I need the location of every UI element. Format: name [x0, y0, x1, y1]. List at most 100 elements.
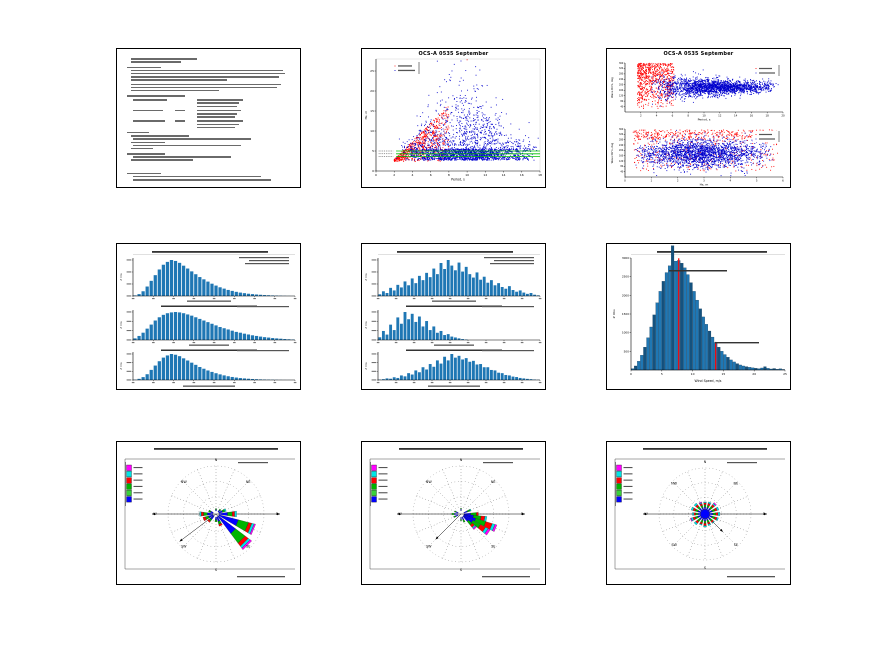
text-line	[117, 113, 300, 115]
text-line	[117, 159, 300, 161]
illegible-text-smudge	[371, 311, 377, 313]
illegible-text-smudge	[448, 298, 452, 300]
axis-text: # Obs	[120, 273, 123, 281]
illegible-text-smudge	[520, 342, 524, 344]
illegible-text-smudge	[245, 263, 289, 265]
illegible-text-smudge	[133, 485, 143, 487]
axis-text: # Obs	[120, 321, 123, 329]
axis-text: 500	[624, 349, 630, 353]
axis-text: 360	[619, 128, 624, 131]
illegible-text-smudge	[237, 306, 289, 308]
compass-label: NE	[734, 481, 739, 485]
illegible-text-smudge	[399, 448, 523, 450]
illegible-text-smudge	[293, 342, 297, 344]
illegible-text-smudge	[434, 344, 474, 346]
axis-text: 320	[619, 67, 624, 70]
histogram-bars	[378, 260, 540, 296]
axis-text: # Obs	[365, 321, 368, 329]
illegible-text-smudge	[502, 298, 506, 300]
axis-text: 10	[370, 129, 374, 133]
axis-text: 200	[619, 149, 624, 152]
illegible-text-smudge	[161, 305, 257, 307]
illegible-text-smudge	[233, 342, 236, 344]
panel-report-text	[116, 48, 301, 188]
illegible-text-smudge	[378, 473, 388, 475]
illegible-text-smudge	[371, 271, 377, 273]
compass-label: NE	[246, 480, 251, 484]
illegible-text-smudge	[126, 283, 132, 285]
text-line	[117, 147, 300, 150]
illegible-text-smudge	[669, 270, 727, 272]
panel-scatter-hs-period: OCS-A 0535 September 0 2 4 6 8 10 12 14 16 18 0 5 10…	[361, 48, 546, 188]
axis-text: 6	[430, 173, 432, 177]
axis-text: 160	[619, 89, 624, 92]
compass-label: E	[521, 512, 523, 516]
mean-marker-line	[678, 258, 680, 370]
panel-histograms-left: # Obs # Obs # Obs	[116, 243, 301, 390]
triple-histogram-plot: # Obs # Obs # Obs	[365, 251, 542, 387]
histogram-bars	[378, 312, 468, 340]
axis-text: 1500	[622, 312, 629, 316]
mean-marker-line	[715, 341, 717, 370]
illegible-text-smudge	[430, 298, 434, 300]
illegible-text-smudge	[293, 298, 297, 300]
wind-rose-plot: N NE E SE S SW W NW	[369, 448, 540, 578]
illegible-text-smudge	[233, 382, 236, 384]
text-line	[117, 95, 300, 97]
illegible-text-smudge	[133, 467, 143, 469]
illegible-text-smudge	[657, 251, 767, 253]
illegible-text-smudge	[293, 382, 297, 384]
axis-text: 280	[619, 73, 624, 76]
illegible-text-smudge	[406, 305, 502, 307]
illegible-text-smudge	[273, 342, 277, 344]
axis-text: 10	[465, 173, 469, 177]
text-line	[117, 83, 300, 86]
legend	[615, 462, 633, 506]
illegible-text-smudge	[126, 271, 132, 273]
illegible-text-smudge	[152, 382, 155, 384]
axis-text: 14	[502, 173, 506, 177]
illegible-text-smudge	[253, 382, 256, 384]
axis-text: 12	[718, 113, 722, 117]
illegible-text-smudge	[152, 298, 155, 300]
illegible-text-smudge	[126, 353, 132, 355]
illegible-text-smudge	[371, 353, 377, 355]
illegible-text-smudge	[239, 257, 289, 259]
text-line	[117, 86, 300, 89]
legend	[753, 131, 780, 142]
illegible-text-smudge	[371, 259, 377, 261]
axis-text: 360	[619, 62, 624, 65]
scatter-hs-period-plot: 0 2 4 6 8 10 12 14 16 18 0 5 10 15 20 25 Period, s Hs, m	[364, 58, 542, 182]
text-line	[117, 120, 300, 122]
illegible-text-smudge	[520, 382, 524, 384]
illegible-text-smudge	[412, 342, 416, 344]
illegible-text-smudge	[484, 257, 534, 259]
axis-text: 0	[372, 169, 374, 173]
illegible-text-smudge	[430, 382, 434, 384]
compass-label: SE	[734, 543, 738, 547]
rose-petals	[451, 508, 498, 536]
plot-title: OCS-A 0535 September	[418, 51, 489, 57]
compass-label: SW	[671, 543, 677, 547]
text-line	[117, 116, 300, 118]
illegible-text-smudge	[502, 382, 506, 384]
illegible-text-smudge	[623, 467, 633, 469]
scatter-direction-plot: 2 4 6 8 10 12 14 16 18 20408012016020024028032036…	[610, 62, 785, 187]
illegible-text-smudge	[126, 295, 132, 297]
compass-label: NE	[491, 480, 496, 484]
illegible-text-smudge	[237, 576, 285, 578]
illegible-text-smudge	[161, 349, 257, 351]
compass-label: N	[460, 458, 463, 462]
panel-rose-middle: N NE E SE S SW W NW	[361, 441, 546, 585]
axis-text: 8	[448, 173, 450, 177]
illegible-text-smudge	[406, 349, 502, 351]
histogram-bars	[631, 245, 785, 371]
legend	[125, 462, 143, 506]
compass-label: S	[460, 568, 462, 572]
axis-text: 40	[620, 170, 623, 173]
axis-text: # Obs	[612, 309, 616, 319]
text-line	[117, 172, 300, 175]
illegible-text-smudge	[482, 306, 534, 308]
axis-text: Wind Speed, m/s	[695, 379, 722, 383]
axis-text: Hs, m	[364, 111, 368, 120]
